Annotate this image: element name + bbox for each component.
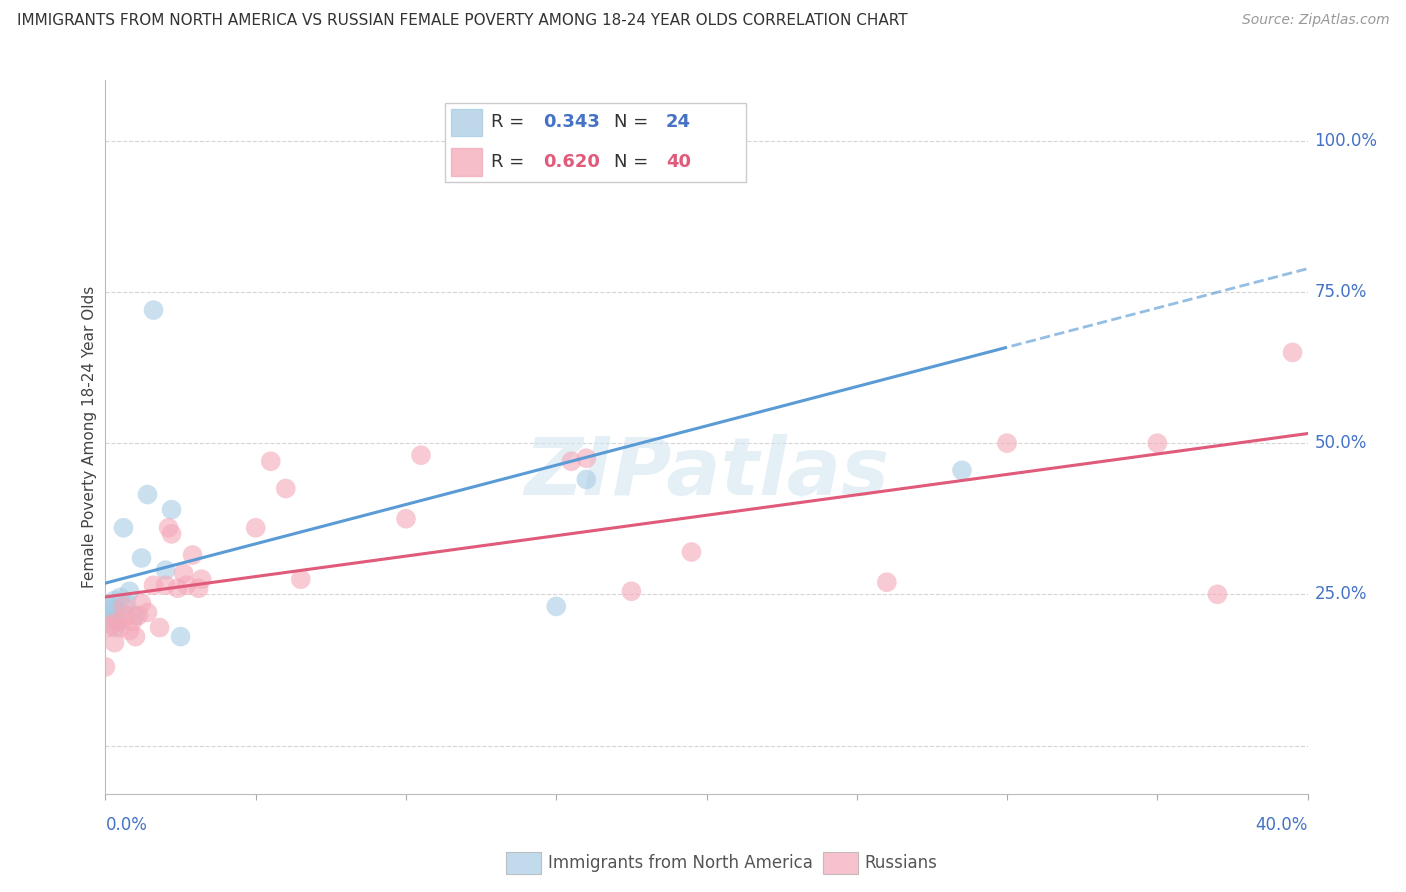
Text: Source: ZipAtlas.com: Source: ZipAtlas.com [1241, 13, 1389, 28]
Point [176, 578, 198, 592]
Point [142, 303, 165, 318]
Point [173, 566, 195, 581]
Point [160, 502, 183, 516]
Point [1206, 587, 1229, 601]
Point [995, 436, 1018, 450]
Point [136, 606, 159, 620]
Point [131, 596, 153, 610]
Point [160, 526, 183, 541]
Point [115, 608, 138, 623]
Text: 50.0%: 50.0% [1315, 434, 1367, 452]
Point [665, 149, 688, 163]
Point [107, 615, 129, 629]
Point [155, 578, 177, 592]
Point [148, 621, 170, 635]
Point [290, 572, 312, 586]
Point [118, 624, 141, 638]
Point [245, 521, 267, 535]
Point [260, 454, 283, 468]
Point [103, 593, 125, 607]
Text: 40.0%: 40.0% [1256, 816, 1308, 834]
Point [103, 621, 125, 635]
Point [107, 602, 129, 616]
Point [112, 599, 135, 614]
Point [681, 545, 703, 559]
Point [121, 615, 143, 629]
Point [136, 487, 159, 501]
Point [97, 602, 120, 616]
Point [142, 578, 165, 592]
Point [620, 584, 643, 599]
Text: 0.0%: 0.0% [105, 816, 148, 834]
Text: 40: 40 [666, 153, 690, 170]
Point [100, 599, 122, 614]
Point [97, 621, 120, 635]
Point [274, 482, 297, 496]
Point [110, 591, 132, 605]
Point [94, 606, 117, 620]
Bar [451, 109, 482, 136]
Text: 75.0%: 75.0% [1315, 283, 1367, 301]
Point [395, 512, 418, 526]
Point [103, 636, 125, 650]
Point [1146, 436, 1168, 450]
Point [876, 575, 898, 590]
Point [575, 451, 598, 466]
Text: IMMIGRANTS FROM NORTH AMERICA VS RUSSIAN FEMALE POVERTY AMONG 18-24 YEAR OLDS CO: IMMIGRANTS FROM NORTH AMERICA VS RUSSIAN… [17, 13, 907, 29]
Point [190, 572, 212, 586]
Point [181, 548, 204, 562]
Bar [451, 148, 482, 176]
Text: Immigrants from North America: Immigrants from North America [548, 854, 813, 871]
Point [110, 621, 132, 635]
Point [100, 608, 122, 623]
Point [124, 608, 146, 623]
Text: 0.620: 0.620 [543, 153, 600, 170]
Point [1281, 345, 1303, 359]
Text: R =: R = [491, 113, 530, 131]
Point [169, 630, 191, 644]
Point [107, 615, 129, 629]
Point [187, 581, 209, 595]
Point [124, 630, 146, 644]
Point [118, 584, 141, 599]
Point [97, 611, 120, 625]
FancyBboxPatch shape [446, 103, 745, 182]
Text: 100.0%: 100.0% [1315, 132, 1378, 150]
Text: Russians: Russians [865, 854, 938, 871]
Text: ZIPatlas: ZIPatlas [524, 434, 889, 512]
Point [100, 617, 122, 632]
Point [94, 660, 117, 674]
Text: R =: R = [491, 153, 530, 170]
Point [112, 521, 135, 535]
Text: 0.343: 0.343 [543, 113, 600, 131]
Point [131, 551, 153, 566]
Point [157, 521, 180, 535]
Point [560, 454, 582, 468]
Point [546, 599, 568, 614]
Point [115, 596, 138, 610]
Text: 24: 24 [666, 113, 690, 131]
Text: N =: N = [613, 113, 654, 131]
Y-axis label: Female Poverty Among 18-24 Year Olds: Female Poverty Among 18-24 Year Olds [82, 286, 97, 588]
Point [575, 472, 598, 486]
Point [950, 463, 973, 477]
Text: 25.0%: 25.0% [1315, 585, 1367, 603]
Point [166, 581, 188, 595]
Point [128, 608, 150, 623]
Text: N =: N = [613, 153, 654, 170]
Point [155, 563, 177, 577]
Point [409, 448, 432, 462]
